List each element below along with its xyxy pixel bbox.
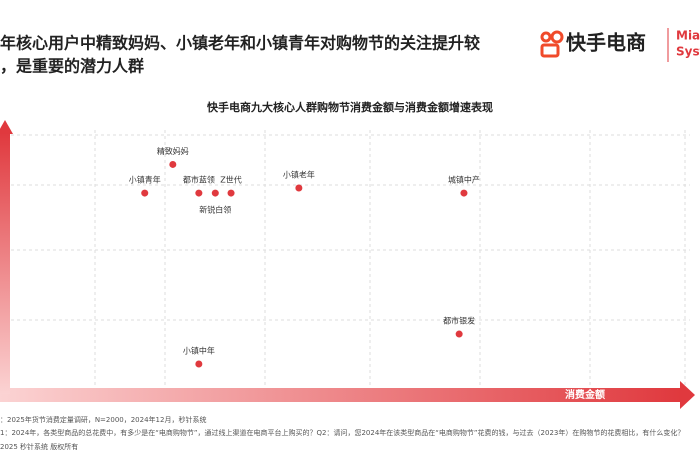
point <box>195 189 203 197</box>
point-label: 精致妈妈 <box>157 146 189 156</box>
point <box>169 160 177 168</box>
grid <box>5 130 690 390</box>
point-label: 小镇中年 <box>183 345 215 355</box>
point <box>455 330 463 338</box>
y-arrow <box>0 120 13 134</box>
point <box>141 189 149 197</box>
y-axis <box>0 132 10 394</box>
point-label: 小镇老年 <box>283 170 315 180</box>
point <box>295 184 303 192</box>
point <box>195 360 203 368</box>
footnote: 2025 秒针系统 版权所有 <box>0 442 78 451</box>
footnote: 1：2024年，各类型商品的总花费中，有多少是在“电商购物节”，通过线上渠道在电… <box>0 428 684 437</box>
logo-icon <box>540 30 564 58</box>
point <box>460 189 468 197</box>
x-arrow <box>680 381 695 409</box>
point-label: 都市银发 <box>443 316 475 326</box>
brand: Miao <box>676 29 700 43</box>
x-axis <box>0 388 680 402</box>
brand: Syste <box>676 45 700 59</box>
point <box>211 189 219 197</box>
x-axis-label: 消费金额 <box>565 388 605 401</box>
point <box>227 189 235 197</box>
point-label: 都市蓝领 <box>183 175 215 185</box>
header-line: 年核心用户中精致妈妈、小镇老年和小镇青年对购物节的关注提升较 <box>0 34 480 53</box>
point-label: 小镇青年 <box>129 175 161 185</box>
header-line: ，是重要的潜力人群 <box>0 57 144 76</box>
logo-text: 快手电商 <box>566 31 646 55</box>
chart-title: 快手电商九大核心人群购物节消费金额与消费金额增速表现 <box>206 100 493 114</box>
footnote: ：2025年货节消费定量调研，N=2000，2024年12月，秒针系统 <box>0 415 206 424</box>
point-label: 城镇中产 <box>448 175 480 185</box>
point-label: Z世代 <box>220 175 241 185</box>
point-label: 新锐白领 <box>199 205 231 215</box>
